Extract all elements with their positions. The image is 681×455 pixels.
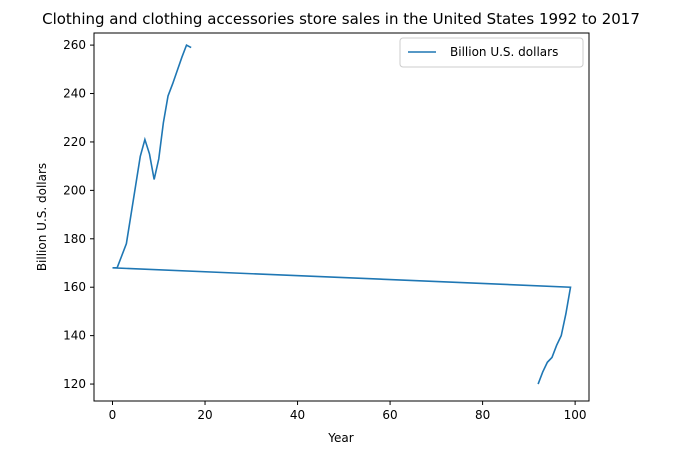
x-tick-label: 0: [109, 408, 117, 422]
x-tick-label: 60: [382, 408, 397, 422]
y-tick-label: 240: [63, 87, 86, 101]
y-axis-label: Billion U.S. dollars: [35, 163, 49, 271]
y-tick-label: 140: [63, 329, 86, 343]
x-tick-label: 80: [475, 408, 490, 422]
chart-title: Clothing and clothing accessories store …: [42, 10, 640, 28]
y-tick-label: 220: [63, 135, 86, 149]
x-axis-label: Year: [327, 431, 353, 445]
y-tick-label: 180: [63, 232, 86, 246]
y-ticks: 120 140 160 180 200 220 240 260: [63, 38, 94, 391]
y-tick-label: 120: [63, 377, 86, 391]
y-tick-label: 160: [63, 280, 86, 294]
x-tick-label: 40: [290, 408, 305, 422]
plot-area: 0 20 40 60 80 100 120 140 160 180 200 220 240 260: [63, 33, 589, 422]
y-tick-label: 200: [63, 183, 86, 197]
legend-label: Billion U.S. dollars: [450, 45, 558, 59]
plot-frame: [94, 33, 589, 401]
x-tick-label: 100: [564, 408, 587, 422]
legend: Billion U.S. dollars: [400, 38, 583, 67]
y-tick-label: 260: [63, 38, 86, 52]
x-ticks: 0 20 40 60 80 100: [109, 401, 587, 422]
series-line: [113, 45, 571, 384]
x-tick-label: 20: [197, 408, 212, 422]
